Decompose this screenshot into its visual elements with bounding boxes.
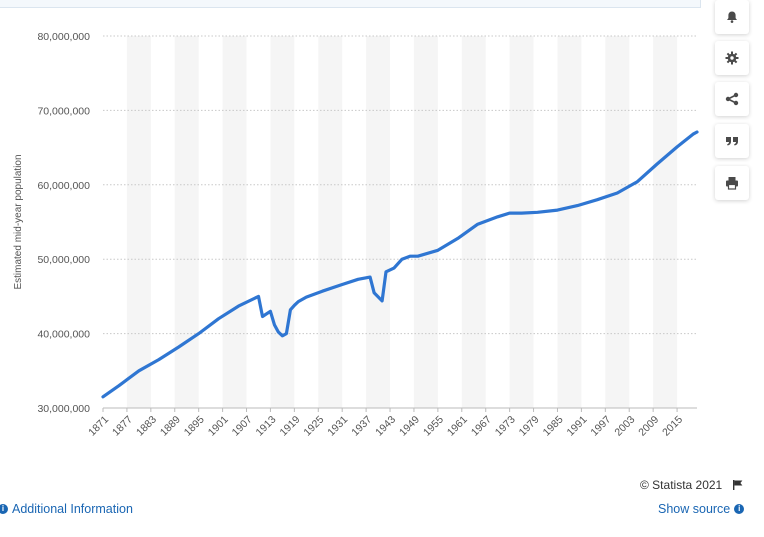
- notification-button[interactable]: [715, 0, 749, 34]
- y-tick-label: 70,000,000: [37, 105, 90, 117]
- grid-lines: [103, 35, 697, 335]
- x-tick-label: 1871: [86, 414, 111, 439]
- x-tick-label: 1883: [134, 414, 159, 439]
- background-band: [605, 36, 630, 408]
- background-band: [222, 36, 247, 408]
- share-button[interactable]: [715, 82, 749, 116]
- statista-credit: © Statista 2021: [640, 478, 723, 492]
- x-tick-label: 1907: [230, 414, 255, 439]
- x-tick-label: 1877: [110, 414, 135, 439]
- x-tick-label: 1961: [445, 414, 470, 439]
- background-band: [413, 36, 438, 408]
- x-tick-label: 1925: [301, 414, 326, 439]
- series-group: [101, 130, 699, 399]
- x-tick-label: 2003: [612, 414, 637, 439]
- info-icon: i: [734, 504, 745, 514]
- quote-icon: [726, 137, 738, 146]
- x-tick-label: 1967: [469, 414, 494, 439]
- print-icon: [726, 177, 738, 190]
- flag-icon[interactable]: [732, 479, 744, 491]
- x-tick-label: 1997: [588, 414, 613, 439]
- y-tick-label: 40,000,000: [37, 329, 90, 341]
- share-icon: [725, 92, 739, 106]
- background-band: [174, 36, 199, 408]
- x-tick-label: 1913: [254, 414, 279, 439]
- y-tick-label: 60,000,000: [37, 180, 90, 192]
- y-axis-ticks: 30,000,000 40,000,000 50,000,000 60,000,000…: [37, 31, 90, 415]
- y-axis-label: Estimated mid-year population: [13, 154, 24, 289]
- background-band: [126, 36, 151, 408]
- x-tick-label: 1919: [277, 414, 302, 439]
- x-tick-label: 1949: [397, 414, 422, 439]
- x-tick-label: 1943: [373, 414, 398, 439]
- x-axis-ticks: 1871187718831889189519011907191319191925…: [86, 408, 685, 439]
- background-band: [557, 36, 582, 408]
- info-icon: i: [0, 504, 8, 514]
- x-tick-label: 1955: [421, 414, 446, 439]
- x-tick-label: 1889: [158, 414, 183, 439]
- series-line-population: [101, 130, 699, 399]
- background-band: [461, 36, 486, 408]
- x-tick-label: 2009: [636, 414, 661, 439]
- additional-information-label: Additional Information: [12, 502, 133, 516]
- background-band: [366, 36, 391, 408]
- background-band: [509, 36, 534, 408]
- y-tick-label: 30,000,000: [37, 403, 90, 415]
- background-band: [318, 36, 343, 408]
- x-tick-label: 2015: [660, 414, 685, 439]
- top-banner-strip: [0, 0, 701, 8]
- x-tick-label: 1937: [349, 414, 374, 439]
- x-tick-label: 1979: [517, 414, 542, 439]
- gear-icon: [725, 51, 739, 65]
- settings-button[interactable]: [715, 41, 749, 75]
- y-tick-label: 80,000,000: [37, 31, 90, 43]
- y-tick-label: 50,000,000: [37, 254, 90, 266]
- x-tick-label: 1895: [182, 414, 207, 439]
- x-tick-label: 1931: [325, 414, 350, 439]
- bell-icon: [727, 11, 737, 23]
- background-band: [270, 36, 295, 408]
- show-source-link[interactable]: Show source i: [658, 502, 745, 516]
- x-tick-label: 1973: [493, 414, 518, 439]
- line-chart: 30,000,000 40,000,000 50,000,000 60,000,000…: [13, 31, 699, 439]
- background-bands: [126, 36, 678, 408]
- x-tick-label: 1901: [206, 414, 231, 439]
- cite-button[interactable]: [715, 124, 749, 158]
- additional-information-link[interactable]: i Additional Information: [0, 502, 133, 516]
- background-band: [653, 36, 678, 408]
- print-button[interactable]: [715, 166, 749, 200]
- x-tick-label: 1991: [565, 414, 590, 439]
- show-source-label: Show source: [658, 502, 731, 516]
- x-tick-label: 1985: [541, 414, 566, 439]
